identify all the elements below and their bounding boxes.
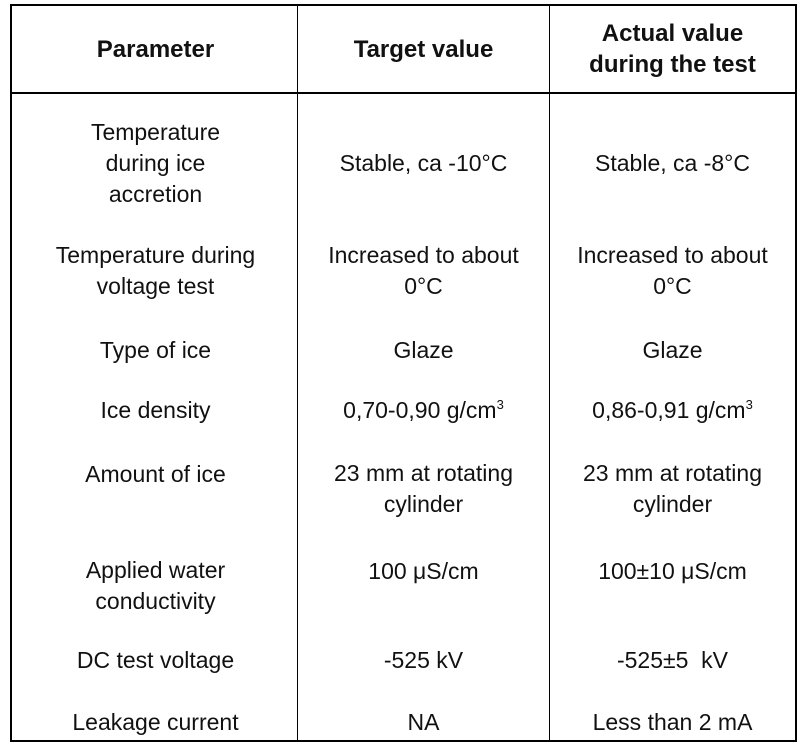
row-5-parameter: Amount of ice — [85, 460, 226, 487]
row-2-target: Increased to about 0°C — [328, 242, 519, 299]
column-divider — [549, 6, 550, 740]
row-6-target: 100 μS/cm — [368, 557, 479, 584]
header-actual-value: Actual value during the test — [589, 20, 756, 78]
row-3-target: Glaze — [393, 336, 454, 363]
row-4-actual: 0,86-0,91 g/cm3 — [592, 396, 753, 423]
row-2-actual: Increased to about 0°C — [577, 242, 768, 299]
row-7-actual: -525±5 kV — [616, 646, 729, 673]
row-4-parameter: Ice density — [100, 396, 211, 423]
row-8-parameter: Leakage current — [72, 708, 239, 735]
row-3-actual: Glaze — [642, 336, 703, 363]
column-divider — [297, 6, 298, 740]
parameters-table: Parameter Target value Actual value duri… — [10, 4, 797, 742]
row-5-actual: 23 mm at rotating cylinder — [583, 460, 762, 517]
row-6-parameter: Applied water conductivity — [85, 557, 226, 614]
row-5-target: 23 mm at rotating cylinder — [334, 460, 513, 517]
row-8-actual: Less than 2 mA — [592, 708, 753, 735]
row-1-target: Stable, ca -10°C — [339, 150, 508, 176]
row-1-actual: Stable, ca -8°C — [595, 150, 750, 176]
row-6-actual: 100±10 μS/cm — [598, 557, 747, 584]
header-divider — [12, 92, 795, 94]
row-1-parameter: Temperature during ice accretion — [90, 119, 221, 207]
header-parameter: Parameter — [96, 35, 215, 63]
row-2-parameter: Temperature during voltage test — [55, 242, 256, 299]
header-target-value: Target value — [353, 35, 494, 63]
row-8-target: NA — [407, 708, 440, 735]
row-7-parameter: DC test voltage — [76, 646, 235, 673]
row-3-parameter: Type of ice — [99, 336, 212, 363]
row-7-target: -525 kV — [383, 646, 464, 673]
row-4-target: 0,70-0,90 g/cm3 — [343, 396, 504, 423]
